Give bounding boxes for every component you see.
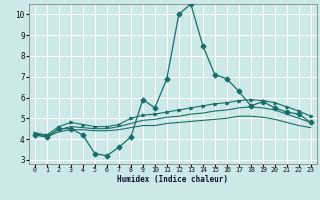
X-axis label: Humidex (Indice chaleur): Humidex (Indice chaleur): [117, 175, 228, 184]
